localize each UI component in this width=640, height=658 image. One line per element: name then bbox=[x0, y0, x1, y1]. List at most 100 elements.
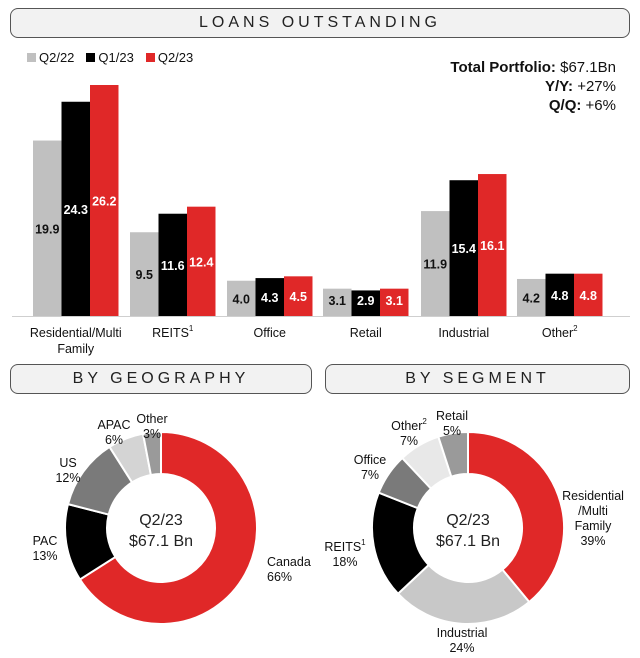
bar-value-label: 4.2 bbox=[523, 291, 540, 305]
donut-slice bbox=[78, 430, 258, 625]
slice-label-superscript: 1 bbox=[361, 538, 366, 547]
loans-outstanding-title: LOANS OUTSTANDING bbox=[199, 14, 441, 31]
bar bbox=[449, 180, 478, 316]
category-label: Office bbox=[254, 326, 286, 340]
bar-value-label: 4.8 bbox=[551, 289, 568, 303]
category-label: Family bbox=[57, 342, 95, 356]
donut-slice bbox=[141, 430, 162, 477]
donut-center-total: $67.1 Bn bbox=[129, 533, 193, 550]
legend-swatch bbox=[145, 53, 155, 62]
bar bbox=[323, 288, 352, 316]
bar-value-label: 4.3 bbox=[261, 291, 278, 305]
total-value: $67.1Bn bbox=[560, 59, 616, 76]
category-superscript: 2 bbox=[573, 324, 578, 333]
loans-outstanding-banner: LOANS OUTSTANDING bbox=[10, 8, 630, 38]
bar-value-label: 3.1 bbox=[386, 294, 403, 308]
bar-value-label: 11.6 bbox=[161, 259, 185, 273]
bar-value-label: 16.1 bbox=[480, 239, 504, 253]
bar-value-label: 4.8 bbox=[580, 289, 597, 303]
segment-banner: BY SEGMENT bbox=[325, 364, 630, 394]
slice-percent-label: 66% bbox=[267, 570, 292, 584]
slice-percent-label: 3% bbox=[143, 427, 161, 441]
bar-value-label: 11.9 bbox=[423, 258, 447, 272]
slice-label: Family bbox=[575, 519, 613, 533]
slice-percent-label: 39% bbox=[580, 534, 605, 548]
slice-percent-label: 13% bbox=[32, 549, 57, 563]
slice-percent-label: 6% bbox=[105, 433, 123, 447]
slice-label: Industrial bbox=[437, 626, 488, 640]
slice-percent-label: 7% bbox=[400, 434, 418, 448]
bar-value-label: 15.4 bbox=[452, 242, 476, 256]
bar bbox=[33, 140, 62, 316]
bar bbox=[227, 280, 256, 316]
bar bbox=[284, 276, 313, 316]
yy-value: +27% bbox=[577, 78, 616, 95]
donut-slice bbox=[437, 430, 469, 478]
slice-percent-label: 7% bbox=[361, 468, 379, 482]
bar-value-label: 19.9 bbox=[35, 222, 59, 236]
bar-value-label: 12.4 bbox=[189, 255, 213, 269]
bar bbox=[517, 278, 546, 316]
bar-legend: Q2/22 Q1/23 Q2/23 bbox=[27, 50, 193, 65]
bar bbox=[130, 232, 159, 316]
slice-label: Other2 bbox=[391, 417, 427, 433]
legend-swatch bbox=[27, 53, 36, 62]
slice-label: APAC bbox=[97, 418, 130, 432]
slice-label-superscript: 2 bbox=[422, 417, 427, 426]
geography-title: BY GEOGRAPHY bbox=[72, 370, 250, 387]
donut-slice bbox=[467, 430, 565, 604]
slice-label: Residential bbox=[562, 489, 624, 503]
category-label: Other2 bbox=[542, 324, 578, 340]
donut-center-period: Q2/23 bbox=[446, 512, 490, 529]
bar bbox=[61, 101, 90, 316]
bar bbox=[545, 273, 574, 316]
segment-title: BY SEGMENT bbox=[405, 370, 550, 387]
yy-label: Y/Y: bbox=[544, 78, 574, 95]
geography-banner: BY GEOGRAPHY bbox=[10, 364, 312, 394]
slice-label: PAC bbox=[33, 534, 58, 548]
legend-swatch bbox=[86, 53, 96, 62]
slice-label: Retail bbox=[436, 409, 468, 423]
donut-center-period: Q2/23 bbox=[139, 512, 183, 529]
slice-label: REITS1 bbox=[324, 538, 366, 554]
bar bbox=[90, 85, 119, 316]
bar bbox=[187, 206, 216, 316]
bar bbox=[574, 273, 603, 316]
slice-percent-label: 12% bbox=[55, 471, 80, 485]
bar-value-label: 3.1 bbox=[329, 294, 346, 308]
bar-value-label: 24.3 bbox=[64, 203, 88, 217]
bar bbox=[255, 278, 284, 316]
total-label: Total Portfolio: bbox=[450, 59, 556, 76]
slice-label: Canada bbox=[267, 555, 311, 569]
bar bbox=[380, 288, 409, 316]
bar-value-label: 9.5 bbox=[136, 268, 153, 282]
bar-chart: 19.924.326.2Residential/MultiFamily9.511… bbox=[12, 85, 630, 356]
bar-value-label: 26.2 bbox=[92, 195, 116, 209]
category-label: Industrial bbox=[438, 326, 489, 340]
bar bbox=[351, 290, 380, 316]
category-label: Retail bbox=[350, 326, 382, 340]
portfolio-summary: Total Portfolio: $67.1Bn Y/Y: +27% Q/Q: … bbox=[450, 58, 616, 115]
category-superscript: 1 bbox=[189, 324, 194, 333]
bar bbox=[158, 213, 187, 316]
legend-label: Q2/22 bbox=[39, 50, 75, 65]
legend-item-q123: Q1/23 bbox=[86, 50, 134, 65]
category-label: Residential/Multi bbox=[30, 326, 122, 340]
slice-percent-label: 5% bbox=[443, 424, 461, 438]
bar-value-label: 4.5 bbox=[290, 290, 307, 304]
slice-label: Other bbox=[136, 412, 167, 426]
bar bbox=[421, 211, 450, 316]
legend-item-q223: Q2/23 bbox=[145, 50, 194, 65]
donut-center-total: $67.1 Bn bbox=[436, 533, 500, 550]
slice-percent-label: 24% bbox=[449, 641, 474, 655]
legend-label: Q2/23 bbox=[157, 50, 194, 65]
qq-value: +6% bbox=[585, 97, 616, 114]
category-label: REITS1 bbox=[152, 324, 194, 340]
bar-value-label: 4.0 bbox=[233, 292, 250, 306]
bar bbox=[478, 174, 507, 316]
qq-label: Q/Q: bbox=[548, 97, 582, 114]
bar-value-label: 2.9 bbox=[357, 294, 374, 308]
legend-label: Q1/23 bbox=[98, 50, 134, 65]
slice-label: /Multi bbox=[578, 504, 608, 518]
